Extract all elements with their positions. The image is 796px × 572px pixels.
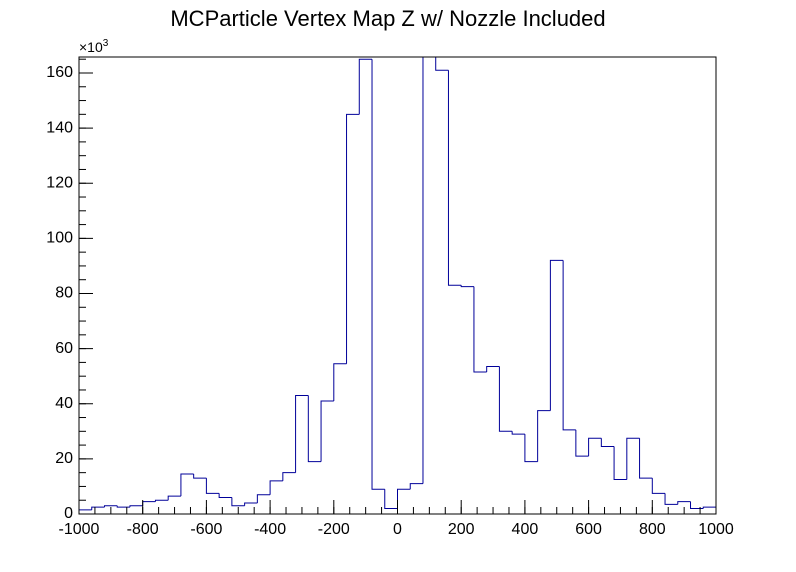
histogram-bin bbox=[218, 493, 232, 498]
histogram-bin bbox=[256, 494, 271, 503]
histogram-bin bbox=[142, 501, 156, 506]
histogram-bin bbox=[651, 478, 666, 494]
histogram-bin bbox=[371, 59, 385, 490]
histogram-bin bbox=[180, 473, 194, 497]
y-tick-label: 160 bbox=[46, 64, 73, 81]
histogram-bin bbox=[307, 395, 322, 463]
histogram-bin bbox=[447, 70, 462, 286]
chart-title: MCParticle Vertex Map Z w/ Nozzle Includ… bbox=[170, 6, 605, 31]
histogram-bin bbox=[244, 502, 258, 506]
x-tick-label: 0 bbox=[393, 521, 402, 538]
histogram-bin bbox=[346, 113, 360, 364]
histogram-bin bbox=[537, 410, 551, 462]
histogram-bin bbox=[79, 509, 92, 514]
y-tick-label: 140 bbox=[46, 119, 73, 136]
y-tick-label: 20 bbox=[55, 450, 73, 467]
histogram-bin bbox=[397, 488, 411, 509]
histogram-bin bbox=[269, 480, 283, 495]
histogram-bin bbox=[473, 286, 487, 373]
histogram-bin bbox=[639, 438, 653, 479]
histogram-bin bbox=[575, 429, 589, 457]
y-tick-label: 100 bbox=[46, 230, 73, 247]
histogram-bin bbox=[320, 400, 334, 462]
x-tick-label: -400 bbox=[254, 521, 286, 538]
histogram-bin bbox=[549, 259, 564, 411]
plot-frame bbox=[78, 56, 717, 515]
histogram-bin bbox=[167, 495, 181, 501]
histogram-bin bbox=[677, 501, 691, 505]
histogram-bin bbox=[422, 57, 424, 484]
histogram-bin bbox=[154, 499, 169, 502]
y-tick-label: 0 bbox=[64, 505, 73, 522]
histogram-bin bbox=[486, 366, 500, 373]
histogram-bin bbox=[435, 57, 449, 71]
histogram-bin bbox=[103, 505, 118, 508]
x-tick-label: -200 bbox=[318, 521, 350, 538]
y-multiplier-base: ×10 bbox=[79, 39, 103, 55]
y-tick-label: 80 bbox=[55, 285, 73, 302]
histogram-bin bbox=[600, 438, 615, 447]
histogram-bin bbox=[702, 506, 716, 514]
x-tick-label: 1000 bbox=[698, 521, 734, 538]
x-tick-label: 600 bbox=[575, 521, 602, 538]
histogram-bin bbox=[690, 501, 704, 509]
x-tick-label: 800 bbox=[639, 521, 666, 538]
histogram bbox=[79, 57, 716, 514]
histogram-bin bbox=[282, 472, 296, 481]
x-tick-label: 400 bbox=[512, 521, 539, 538]
x-tick-label: 200 bbox=[448, 521, 475, 538]
x-tick-label: -1000 bbox=[59, 521, 100, 538]
histogram-bin bbox=[613, 446, 627, 481]
histogram-bin bbox=[205, 478, 220, 494]
histogram-bin bbox=[116, 505, 130, 508]
histogram-bin bbox=[460, 285, 474, 288]
histogram-bin bbox=[409, 483, 423, 490]
histogram-bin bbox=[129, 505, 143, 508]
histogram-bin bbox=[524, 434, 538, 463]
histogram-bin bbox=[511, 431, 525, 435]
histogram-bin bbox=[626, 437, 640, 480]
y-tick-label: 40 bbox=[55, 395, 73, 412]
histogram-bin bbox=[358, 58, 373, 115]
x-tick-label: -600 bbox=[190, 521, 222, 538]
y-multiplier-exponent: 3 bbox=[103, 38, 109, 49]
y-tick-label: 60 bbox=[55, 340, 73, 357]
histogram-bin bbox=[384, 489, 398, 509]
histogram-bin bbox=[588, 437, 602, 457]
y-multiplier: ×103 bbox=[79, 38, 109, 55]
histogram-bin bbox=[498, 366, 513, 432]
x-tick-label: -800 bbox=[127, 521, 159, 538]
y-tick-label: 120 bbox=[46, 174, 73, 191]
histogram-bin bbox=[231, 497, 245, 507]
histogram-bin bbox=[295, 394, 309, 473]
histogram-bin bbox=[333, 363, 347, 401]
histogram-bin bbox=[562, 260, 576, 431]
histogram-bin bbox=[193, 474, 207, 479]
histogram-bin bbox=[664, 493, 678, 505]
histogram-bin bbox=[91, 506, 105, 510]
